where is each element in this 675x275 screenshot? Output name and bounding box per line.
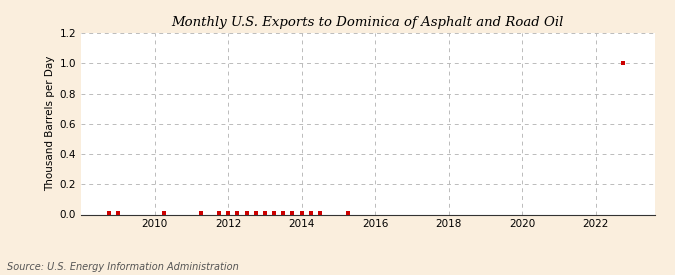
Point	[306, 211, 317, 215]
Point	[112, 211, 123, 215]
Y-axis label: Thousand Barrels per Day: Thousand Barrels per Day	[45, 56, 55, 191]
Point	[618, 61, 629, 65]
Point	[342, 211, 353, 215]
Point	[250, 211, 261, 215]
Point	[278, 211, 289, 215]
Text: Source: U.S. Energy Information Administration: Source: U.S. Energy Information Administ…	[7, 262, 238, 272]
Point	[159, 211, 169, 215]
Point	[315, 211, 325, 215]
Title: Monthly U.S. Exports to Dominica of Asphalt and Road Oil: Monthly U.S. Exports to Dominica of Asph…	[171, 16, 564, 29]
Point	[232, 211, 243, 215]
Point	[213, 211, 224, 215]
Point	[287, 211, 298, 215]
Point	[241, 211, 252, 215]
Point	[223, 211, 234, 215]
Point	[269, 211, 279, 215]
Point	[296, 211, 307, 215]
Point	[259, 211, 270, 215]
Point	[103, 211, 114, 215]
Point	[195, 211, 206, 215]
